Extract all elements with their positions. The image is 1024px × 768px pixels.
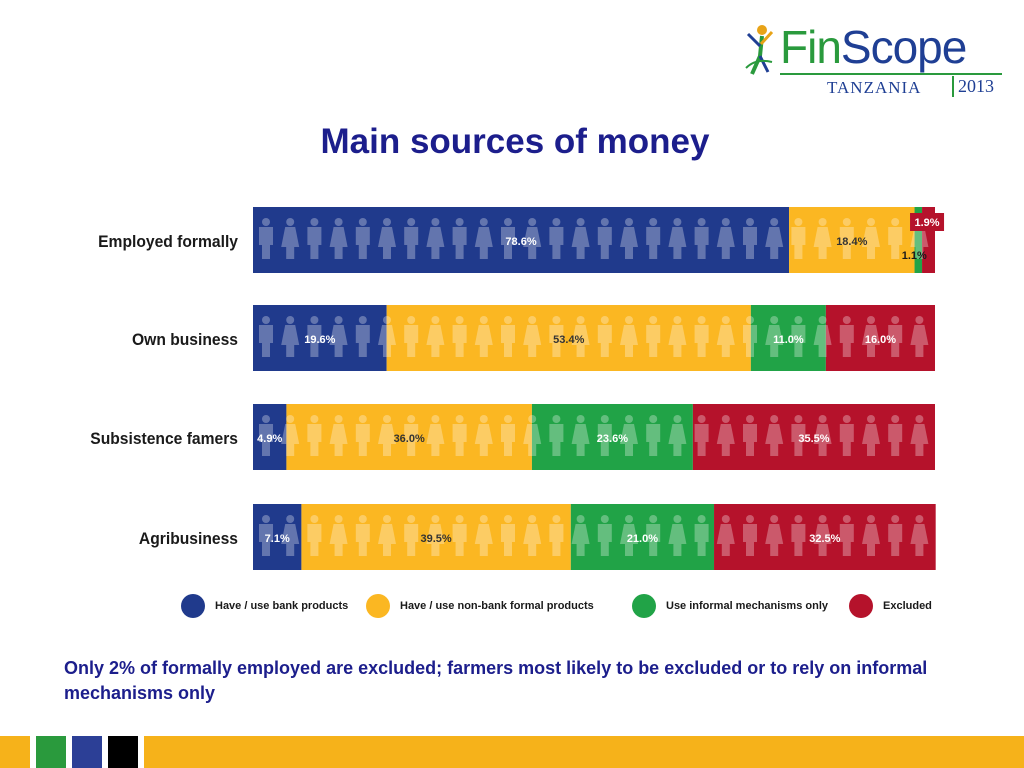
footer-bar (0, 736, 1024, 768)
bar-segment (570, 504, 715, 570)
bar-segment (386, 305, 751, 371)
data-label: 23.6% (597, 433, 628, 445)
data-label: 32.5% (809, 533, 840, 545)
footer-block-green (36, 736, 66, 768)
legend-swatch (632, 594, 656, 618)
data-label: 18.4% (836, 236, 867, 248)
people-icons (259, 316, 929, 357)
data-label: 16.0% (865, 334, 896, 346)
category-label: Employed formally (98, 232, 238, 251)
footer-block-gold (144, 736, 1024, 768)
data-label: 4.9% (257, 433, 282, 445)
chart-row: Employed formally 78.6% 18.4% 1.1% 1.9% (98, 207, 945, 273)
legend-swatch (181, 594, 205, 618)
logo-wordmark: FinScope (780, 20, 967, 74)
stacked-bar-chart: Employed formally 78.6% 18.4% 1.1% 1.9% Own b… (90, 207, 945, 570)
legend-swatch (366, 594, 390, 618)
legend-item: Use informal mechanisms only (632, 594, 828, 618)
callout-box (910, 213, 945, 231)
footer-block-black (108, 736, 138, 768)
chart-row: Subsistence famers 4.9% 36.0% 23.6% 35.5% (90, 404, 935, 470)
finscope-figure-icon (745, 25, 774, 75)
category-label: Subsistence famers (90, 429, 238, 448)
data-label: 35.5% (798, 433, 829, 445)
data-label: 19.6% (304, 334, 335, 346)
legend-label: Use informal mechanisms only (666, 600, 828, 612)
logo-scope: Scope (840, 21, 967, 73)
data-label: 53.4% (553, 334, 584, 346)
bar-segment (750, 305, 826, 371)
chart-row: Own business 19.6% 53.4% 11.0% 16.0% (132, 305, 935, 371)
data-label: 36.0% (394, 433, 425, 445)
data-label: 39.5% (421, 533, 452, 545)
legend-item: Have / use bank products (181, 594, 348, 618)
data-label: 11.0% (773, 334, 804, 346)
legend-item: Have / use non-bank formal products (366, 594, 594, 618)
logo-year: 2013 (952, 76, 994, 97)
legend-label: Have / use bank products (215, 600, 349, 612)
data-label: 7.1% (265, 533, 290, 545)
legend-swatch (849, 594, 873, 618)
footer-block-blue (72, 736, 102, 768)
caption: Only 2% of formally employed are exclude… (64, 658, 928, 703)
finscope-logo: FinScope TANZANIA 2013 (742, 20, 1004, 100)
data-label: 21.0% (627, 533, 658, 545)
data-label: 1.1% (902, 250, 927, 262)
category-label: Own business (132, 330, 238, 349)
chart-row: Agribusiness 7.1% 39.5% 21.0% 32.5% (139, 504, 936, 570)
data-label: 78.6% (505, 236, 536, 248)
legend-label: Excluded (883, 600, 932, 612)
footer-block-orange (0, 736, 30, 768)
legend-label: Have / use non-bank formal products (400, 600, 594, 612)
data-label: 1.9% (915, 217, 940, 229)
category-label: Agribusiness (139, 529, 238, 548)
legend-item: Excluded (849, 594, 932, 618)
people-icons (259, 515, 929, 556)
logo-fin: Fin (780, 21, 842, 73)
logo-rule (780, 73, 1002, 75)
page-title: Main sources of money (320, 122, 710, 161)
logo-country: TANZANIA (827, 78, 922, 97)
